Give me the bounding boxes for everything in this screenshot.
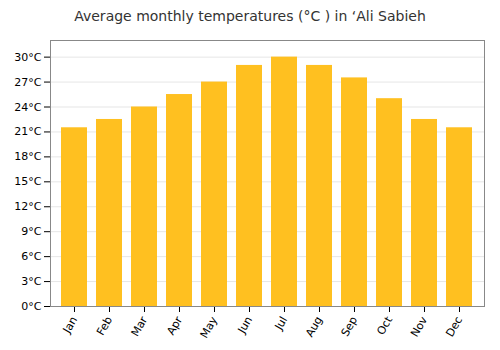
svg-text:30°C: 30°C <box>14 51 41 64</box>
svg-text:Jul: Jul <box>272 314 290 333</box>
svg-text:24°C: 24°C <box>14 101 41 114</box>
svg-text:12°C: 12°C <box>14 200 41 213</box>
svg-text:Nov: Nov <box>408 314 430 340</box>
svg-text:Jan: Jan <box>60 314 80 336</box>
svg-text:27°C: 27°C <box>14 76 41 89</box>
html-text:Average monthly temperatures (: Average monthly temperatures (°C ) in ‘A… <box>74 8 426 24</box>
svg-text:Apr: Apr <box>164 314 185 337</box>
svg-text:18°C: 18°C <box>14 150 41 163</box>
svg-text:21°C: 21°C <box>14 125 41 138</box>
svg-text:6°C: 6°C <box>21 250 41 263</box>
svg-text:3°C: 3°C <box>21 275 41 288</box>
svg-text:Jun: Jun <box>235 314 255 336</box>
svg-text:15°C: 15°C <box>14 175 41 188</box>
svg-text:0°C: 0°C <box>21 300 41 313</box>
svg-text:Aug: Aug <box>303 314 325 339</box>
svg-text:May: May <box>198 314 221 341</box>
svg-text:9°C: 9°C <box>21 225 41 238</box>
svg-text:Sep: Sep <box>339 314 361 338</box>
svg-text:Mar: Mar <box>129 314 151 339</box>
svg-text:Feb: Feb <box>94 314 115 337</box>
svg-text:Dec: Dec <box>443 314 465 339</box>
svg-text:Oct: Oct <box>374 314 395 338</box>
